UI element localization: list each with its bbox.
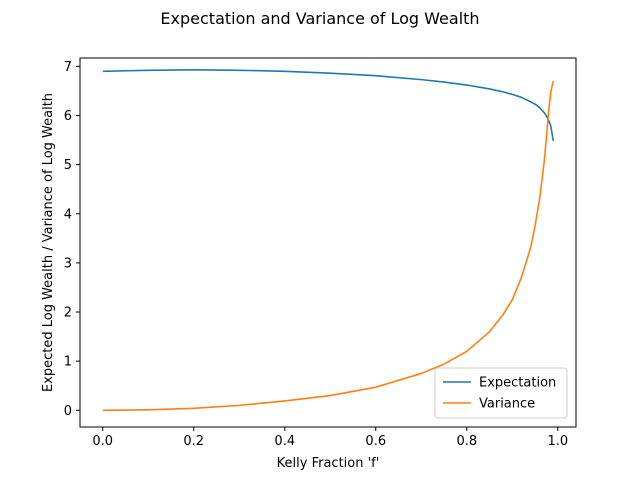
y-axis-label: Expected Log Wealth / Variance of Log We…: [41, 93, 56, 392]
legend-label-expectation: Expectation: [479, 376, 556, 391]
y-tick-label: 5: [64, 158, 72, 173]
x-tick-label: 0.0: [92, 434, 113, 449]
series-line-expectation: [102, 68, 555, 142]
x-tick-label: 0.8: [456, 434, 477, 449]
x-tick-label: 1.0: [547, 434, 568, 449]
legend-box: [434, 367, 568, 419]
y-tick-label: 2: [64, 306, 72, 321]
y-tick-label: 0: [64, 404, 72, 419]
y-tick-label: 4: [64, 207, 72, 222]
legend-label-variance: Variance: [479, 397, 535, 412]
y-axis: 0 1 2 3 4 5 6 7: [64, 60, 80, 419]
series-layer: [102, 68, 555, 412]
x-axis-label: Kelly Fraction 'f': [277, 456, 380, 471]
chart-title: Expectation and Variance of Log Wealth: [160, 9, 479, 28]
x-tick-label: 0.2: [183, 434, 204, 449]
x-axis: 0.0 0.2 0.4 0.6 0.8 1.0: [92, 427, 568, 449]
x-tick-label: 0.6: [365, 434, 386, 449]
x-tick-label: 0.4: [274, 434, 295, 449]
axes-frame: [79, 57, 577, 428]
y-tick-label: 1: [64, 355, 72, 370]
y-tick-label: 6: [64, 109, 72, 124]
series-line-variance: [102, 80, 555, 412]
legend: Expectation Variance: [434, 367, 568, 419]
y-tick-label: 7: [64, 60, 72, 75]
y-tick-label: 3: [64, 256, 72, 271]
